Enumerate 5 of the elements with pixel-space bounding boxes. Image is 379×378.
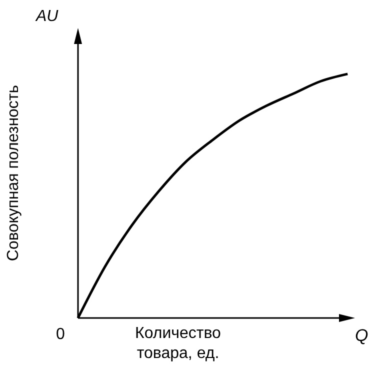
x-axis-title: Количество товара, ед. (134, 324, 222, 364)
text: Q (355, 326, 368, 346)
text: AU (36, 8, 58, 26)
text: 0 (56, 326, 65, 344)
y-axis-title: Совокупная полезность (5, 84, 23, 264)
